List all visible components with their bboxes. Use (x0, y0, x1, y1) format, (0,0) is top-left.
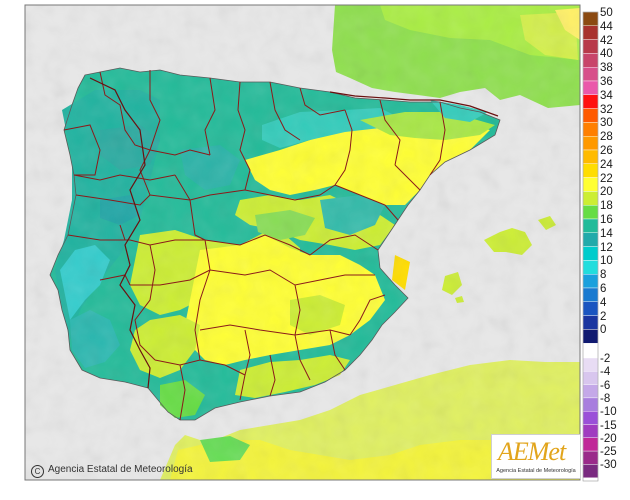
legend-swatch--2 (582, 357, 599, 372)
legend-label: 8 (600, 269, 607, 282)
legend-swatch-38 (582, 66, 599, 82)
legend-swatch-12 (582, 246, 599, 261)
legend-label: 6 (600, 283, 607, 295)
legend-label: 34 (600, 89, 613, 102)
legend-swatch-10 (582, 260, 599, 275)
legend-label: -25 (600, 446, 617, 459)
legend-swatch-18 (582, 204, 599, 220)
legend-label: 42 (600, 34, 613, 47)
legend-label: -15 (600, 419, 617, 432)
legend-swatch--25 (582, 450, 599, 465)
legend-colorbar (582, 11, 599, 482)
aemet-logo: AEMet Agencia Estatal de Meteorología (491, 434, 581, 479)
legend-label: 24 (600, 158, 613, 171)
legend-label: -8 (600, 392, 611, 405)
legend-label: -2 (600, 353, 611, 365)
legend-label: 36 (600, 76, 613, 88)
legend-swatch-4 (582, 301, 599, 316)
legend-label: 32 (600, 103, 613, 116)
legend-label: 12 (600, 241, 613, 254)
logo-wordmark: AEMet (498, 437, 566, 466)
legend-swatch-32 (582, 108, 599, 123)
legend-swatch--15 (582, 424, 599, 439)
legend-swatch-42 (582, 39, 599, 54)
legend-swatch-36 (582, 80, 599, 96)
legend-label: -4 (600, 366, 611, 379)
legend-label: 40 (600, 48, 613, 61)
legend-swatch-24 (582, 163, 599, 178)
legend-label: 10 (600, 255, 613, 268)
legend-label: 16 (600, 214, 613, 226)
legend-swatch-40 (582, 53, 599, 68)
legend-swatch--8 (582, 397, 599, 412)
copyright-notice: C Agencia Estatal de Meteorología (31, 464, 193, 478)
legend-label: 38 (600, 62, 613, 75)
legend-swatch--20 (582, 437, 599, 452)
legend-swatch-34 (582, 94, 599, 109)
legend-swatch-16 (582, 218, 599, 234)
legend-label: 30 (600, 117, 613, 130)
legend-swatch-6 (582, 287, 599, 303)
legend-label: 50 (600, 7, 613, 19)
legend-label: 28 (600, 131, 613, 144)
copyright-text: Agencia Estatal de Meteorología (48, 464, 193, 475)
legend-swatch-20 (582, 191, 599, 206)
legend-swatch-8 (582, 274, 599, 289)
legend-label: 0 (600, 324, 607, 337)
legend-swatch-26 (582, 149, 599, 165)
national-border (89, 77, 151, 389)
legend-label: -10 (600, 406, 617, 419)
legend-swatch-2 (582, 315, 599, 330)
legend-label: 2 (600, 310, 607, 323)
legend-label: 26 (600, 145, 613, 157)
copyright-icon: C (31, 465, 44, 478)
legend-swatch-50 (582, 11, 599, 27)
coastline (49, 67, 501, 421)
legend-swatch-14 (582, 232, 599, 247)
legend-label: -6 (600, 379, 611, 392)
legend-swatch-30 (582, 122, 599, 137)
legend-swatch--10 (582, 411, 599, 425)
legend-label: 14 (600, 227, 613, 240)
legend-label: -20 (600, 432, 617, 445)
legend-label: 4 (600, 296, 607, 309)
legend-swatch-44 (582, 25, 599, 40)
legend-label: 44 (600, 20, 613, 33)
legend-label: 18 (600, 200, 613, 213)
legend-swatch--30 (582, 464, 599, 478)
legend-swatch--6 (582, 384, 599, 399)
legend-label: 20 (600, 186, 613, 199)
logo-subtitle: Agencia Estatal de Meteorología (496, 468, 576, 474)
legend-swatch-0 (582, 329, 599, 344)
legend-swatch--4 (582, 371, 599, 385)
legend-label: -30 (600, 459, 617, 472)
legend-swatch-28 (582, 135, 599, 151)
legend-label: 22 (600, 172, 613, 185)
legend-swatch-22 (582, 177, 599, 192)
province-borders (63, 70, 446, 421)
